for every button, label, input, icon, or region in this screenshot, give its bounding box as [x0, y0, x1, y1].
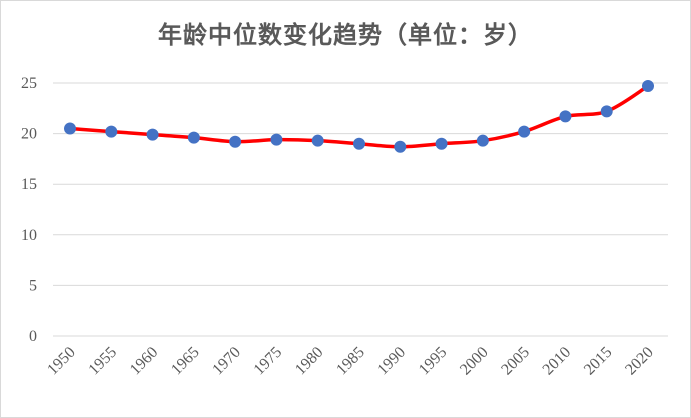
series-layer: [64, 80, 654, 153]
x-tick-label: 2010: [540, 344, 575, 379]
data-point: [353, 137, 365, 150]
x-axis-ticks: 1950 1955 1960 1965 1970 1975 1980 1985 1990 1995…: [44, 344, 657, 379]
data-point: [559, 110, 572, 123]
data-point: [394, 140, 407, 153]
x-tick-label: 1970: [209, 344, 244, 379]
x-tick-label: 2005: [498, 344, 533, 379]
data-point: [435, 137, 448, 150]
y-tick-label: 25: [21, 75, 37, 92]
y-tick-label: 15: [21, 176, 37, 193]
y-tick-label: 10: [21, 227, 37, 244]
x-tick-label: 2020: [622, 344, 657, 379]
y-tick-label: 20: [21, 126, 37, 143]
data-point: [270, 133, 283, 146]
data-point: [229, 135, 242, 148]
data-point: [187, 131, 200, 144]
x-tick-label: 1950: [44, 344, 79, 379]
x-tick-label: 1980: [292, 344, 327, 379]
x-tick-label: 1960: [127, 344, 162, 379]
y-tick-label: 5: [29, 277, 37, 294]
gridlines: [53, 82, 668, 337]
x-tick-label: 1995: [416, 344, 451, 379]
data-point: [600, 105, 613, 118]
data-point: [518, 125, 531, 138]
y-axis-ticks: 0 5 10 15 20 25: [21, 75, 37, 345]
y-tick-label: 0: [29, 328, 37, 345]
chart-title: 年龄中位数变化趋势（单位：岁）: [158, 20, 533, 49]
x-tick-label: 1985: [333, 344, 368, 379]
data-point: [146, 128, 159, 141]
x-tick-label: 1965: [168, 344, 203, 379]
data-point: [105, 125, 118, 138]
x-tick-label: 2000: [457, 344, 492, 379]
x-tick-label: 1990: [374, 344, 409, 379]
x-tick-label: 2015: [581, 344, 616, 379]
data-point: [311, 134, 324, 147]
x-tick-label: 1955: [85, 344, 120, 379]
data-point: [476, 134, 489, 147]
x-tick-label: 1975: [251, 344, 286, 379]
data-point: [64, 122, 76, 135]
data-point: [642, 80, 654, 93]
